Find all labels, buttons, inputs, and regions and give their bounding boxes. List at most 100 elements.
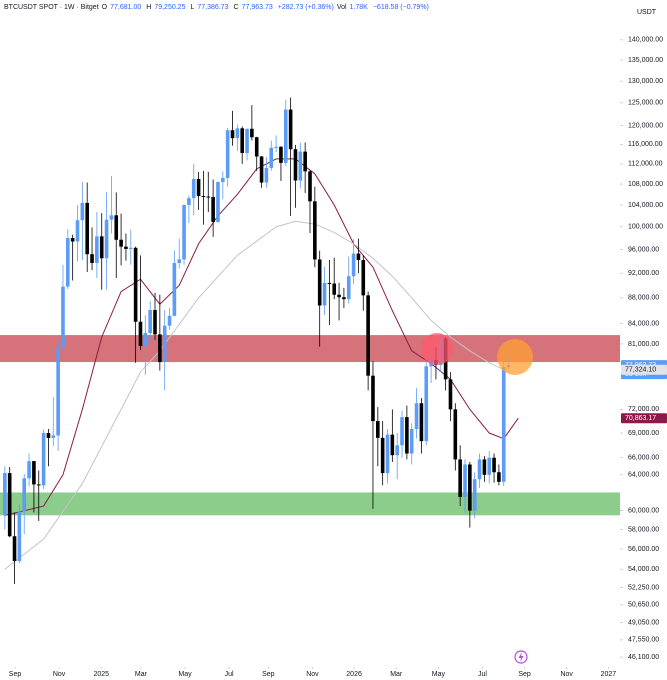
candle-body	[429, 359, 433, 367]
candle-body	[3, 473, 7, 516]
candle-body	[332, 283, 337, 295]
candle-body	[409, 429, 414, 454]
y-tick-label: 50,650.00	[628, 602, 659, 609]
candle-body	[259, 156, 264, 183]
candle-body	[162, 325, 167, 363]
ohlc-value: 77,681.00	[110, 4, 142, 11]
candle-body	[414, 403, 419, 430]
candle-body	[80, 202, 85, 221]
candle-body	[148, 309, 152, 334]
candle-body	[254, 137, 259, 157]
y-tick-label: 49,050.00	[628, 619, 659, 626]
candle-body	[138, 321, 143, 346]
zone	[0, 335, 620, 363]
candle-body	[46, 433, 51, 438]
header: BTCUSDT SPOT · 1W · Bitget O 77,681.00 H 79…	[4, 4, 429, 11]
y-tick-label: 112,000.00	[628, 161, 663, 168]
x-tick-label: Sep	[9, 671, 22, 678]
candle-body	[153, 309, 157, 335]
ohlc-key: C	[233, 4, 239, 11]
x-tick-label: Mar	[390, 671, 403, 678]
ohlc-key: L	[190, 4, 195, 11]
x-tick-label: Jul	[478, 671, 487, 678]
candle-body	[235, 128, 240, 139]
x-tick-label: Sep	[262, 671, 275, 678]
candle-body	[56, 348, 60, 436]
x-tick-label: Sep	[518, 671, 531, 678]
y-tick-label: 47,550.00	[628, 637, 659, 644]
candle-body	[385, 434, 390, 474]
candle-body	[17, 511, 22, 562]
y-tick-label: 72,000.00	[628, 406, 659, 413]
candle-body	[342, 297, 346, 300]
candle-body	[313, 201, 317, 260]
candle-body	[390, 434, 395, 456]
x-tick-label: 2026	[346, 671, 362, 678]
candle-body	[448, 379, 453, 410]
candle-body	[211, 197, 215, 222]
candle-body	[279, 146, 283, 163]
candle-body	[356, 253, 361, 261]
candle-body	[36, 484, 41, 486]
volume-key: Vol	[336, 4, 347, 11]
y-tick-label: 58,000.00	[628, 526, 659, 533]
y-tick-label: 81,000.00	[628, 341, 659, 348]
symbol: BTCUSDT SPOT · 1W · Bitget	[4, 4, 99, 11]
y-tick-label: 66,000.00	[628, 455, 659, 462]
y-tick-label: 135,000.00	[628, 57, 663, 64]
candle-body	[298, 151, 303, 181]
x-tick-label: May	[432, 671, 446, 678]
candle-body	[119, 239, 123, 247]
candle-body	[351, 253, 356, 277]
candle-body	[221, 177, 225, 183]
candle-body	[506, 365, 511, 368]
candle-body	[371, 375, 375, 422]
candle-body	[477, 459, 482, 480]
candle-body	[434, 359, 438, 365]
candle-body	[453, 409, 458, 460]
candle-body	[66, 238, 70, 287]
candle-body	[424, 366, 429, 442]
candle-body	[172, 262, 177, 316]
x-tick-label: Mar	[135, 671, 148, 678]
y-tick-label: 84,000.00	[628, 321, 659, 328]
candle-body	[216, 182, 220, 222]
y-tick-label: 125,000.00	[628, 100, 663, 107]
x-tick-label: Nov	[560, 671, 573, 678]
candle-body	[264, 167, 269, 183]
candle-body	[366, 295, 370, 376]
x-tick-label: Nov	[306, 671, 319, 678]
ohlc-key: H	[146, 4, 152, 11]
candle-body	[196, 178, 201, 197]
candle-body	[380, 437, 385, 474]
candle-body	[458, 459, 462, 497]
y-tick-label: 104,000.00	[628, 202, 663, 209]
ohlc-value: 77,386.73	[197, 4, 229, 11]
candle-body	[177, 259, 182, 263]
candle-body	[361, 260, 366, 296]
candle-body	[419, 403, 424, 442]
candle-body	[443, 338, 448, 380]
candle-body	[482, 459, 487, 475]
candle-body	[41, 433, 46, 486]
candle-body	[128, 247, 133, 249]
price-label-box	[621, 413, 667, 424]
candle-body	[245, 128, 249, 154]
candle-body	[487, 457, 492, 475]
candle-body	[303, 151, 307, 172]
y-tick-label: 88,000.00	[628, 295, 659, 302]
candle-body	[70, 238, 75, 242]
candle-body	[376, 421, 380, 438]
candle-body	[187, 198, 191, 206]
candle-body	[395, 445, 399, 456]
candle-body	[438, 338, 443, 365]
candle-body	[104, 219, 109, 259]
candle-body	[32, 461, 36, 485]
candle-body	[322, 282, 327, 306]
candle-body	[51, 435, 56, 438]
candle-body	[12, 536, 17, 562]
candle-body	[182, 205, 186, 260]
candle-body	[497, 472, 501, 482]
